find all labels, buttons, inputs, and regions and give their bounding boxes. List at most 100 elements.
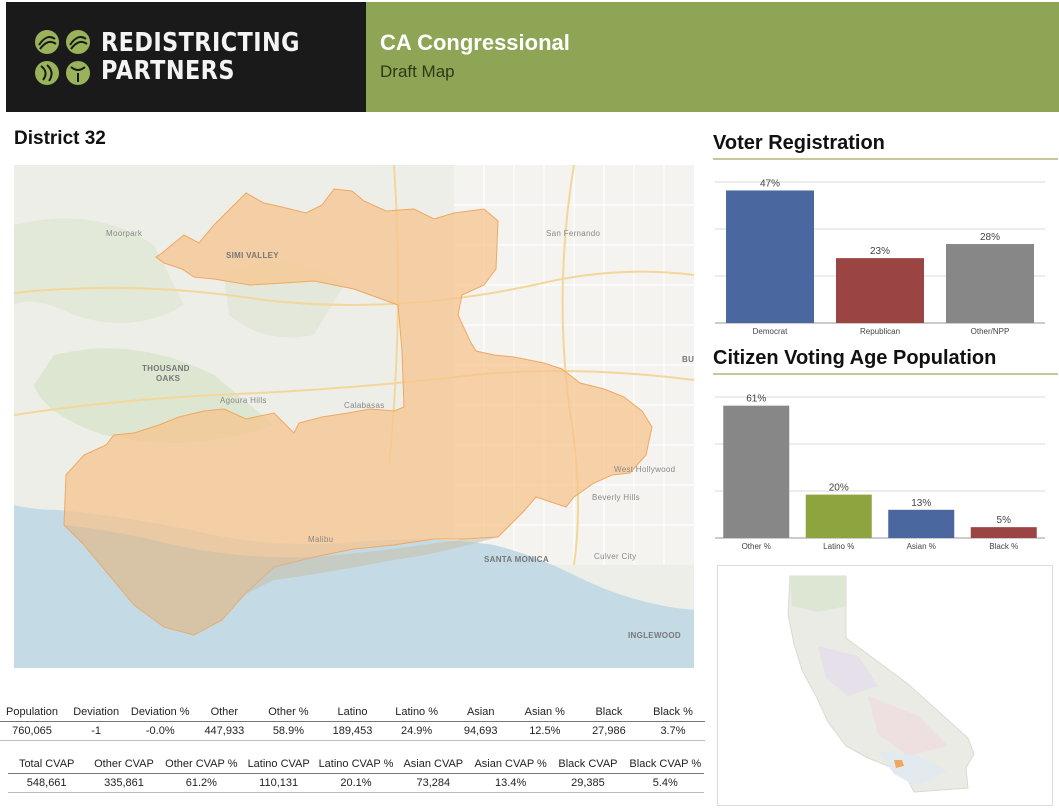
table-header-cell: Asian: [466, 706, 495, 718]
bar-other-npp: [946, 244, 1034, 323]
bar-democrat: [726, 190, 814, 323]
table-header-cell: Black CVAP %: [629, 758, 702, 770]
banner-title: CA Congressional: [380, 30, 570, 55]
bar-black: [970, 527, 1037, 538]
table-header-cell: Asian CVAP %: [474, 758, 547, 770]
map-label-san-fernando: San Fernando: [546, 229, 601, 238]
population-stats-header: Population Deviation Deviation % Other Other…: [0, 703, 705, 721]
table-cell: 447,933: [204, 725, 245, 737]
brand-line-2: PARTNERS: [101, 56, 235, 86]
x-tick-label: Other/NPP: [971, 327, 1010, 336]
x-tick-label: Asian %: [907, 542, 936, 551]
cvap-stats-table: Total CVAP Other CVAP Other CVAP % Latino C…: [8, 755, 704, 793]
cvap-stats-header: Total CVAP Other CVAP Other CVAP % Latino C…: [8, 755, 704, 773]
table-cell: 13.4%: [495, 777, 527, 789]
map-label-moorpark: Moorpark: [106, 229, 143, 238]
bar-republican: [836, 258, 924, 323]
bar-asian: [888, 509, 955, 538]
table-header-cell: Other %: [268, 706, 309, 718]
table-cell: 24.9%: [401, 725, 433, 737]
title-banner: CA Congressional Draft Map: [366, 2, 1059, 112]
map-label-inglewood: INGLEWOOD: [628, 631, 681, 640]
table-cell: -1: [91, 725, 102, 737]
table-cell: -0.0%: [145, 725, 175, 737]
california-outline: [787, 575, 975, 793]
table-header-cell: Population: [6, 706, 59, 718]
table-header-cell: Black: [595, 706, 623, 718]
table-cell: 548,661: [26, 777, 67, 789]
map-label-simi-valley: SIMI VALLEY: [226, 251, 279, 260]
voter-registration-rule: [713, 158, 1058, 160]
table-header-cell: Asian %: [524, 706, 565, 718]
bar-value-label: 23%: [870, 246, 890, 257]
brand-block: REDISTRICTING PARTNERS: [6, 2, 366, 112]
x-tick-label: Latino %: [823, 542, 854, 551]
voter-registration-chart: 47% Democrat 23% Republican 28% Other/NPP: [713, 168, 1058, 340]
table-cell: 58.9%: [272, 725, 305, 737]
map-label-west-hollywood: West Hollywood: [614, 465, 676, 474]
brand-line-1: REDISTRICTING: [101, 28, 300, 58]
map-canvas: [14, 165, 694, 668]
cvap-title: Citizen Voting Age Population: [713, 347, 997, 369]
table-header-cell: Deviation: [73, 706, 120, 718]
table-cell: 189,453: [332, 725, 373, 737]
table-header-cell: Latino %: [395, 706, 439, 718]
bar-value-label: 61%: [746, 394, 766, 405]
bar-latino: [805, 494, 872, 538]
table-header-cell: Latino CVAP: [247, 758, 310, 770]
table-header-cell: Total CVAP: [18, 758, 75, 770]
table-cell: 20.1%: [340, 777, 372, 789]
cvap-stats-values: 548,661 335,861 61.2% 110,131 20.1% 73,284 13.…: [8, 773, 704, 793]
district-map[interactable]: Moorpark SIMI VALLEY San Fernando THOUSA…: [14, 165, 694, 668]
bar-value-label: 47%: [760, 178, 780, 189]
map-label-agoura-hills: Agoura Hills: [220, 396, 267, 405]
table-cell: 335,861: [104, 777, 144, 789]
table-header-cell: Other CVAP: [94, 758, 154, 770]
bar-other: [723, 405, 790, 538]
map-label-santa-monica: SANTA MONICA: [484, 555, 549, 564]
banner-subtitle: Draft Map: [380, 62, 455, 81]
table-cell: 110,131: [259, 777, 299, 789]
table-header-cell: Black CVAP: [558, 758, 618, 770]
map-label-culver-city: Culver City: [594, 552, 637, 561]
table-header-cell: Asian CVAP: [403, 758, 464, 770]
population-stats-table: Population Deviation Deviation % Other Other…: [0, 703, 705, 741]
bar-value-label: 28%: [980, 232, 1000, 243]
table-cell: 73,284: [416, 777, 451, 789]
x-tick-label: Black %: [989, 542, 1018, 551]
table-header-cell: Latino: [337, 706, 368, 718]
x-tick-label: Democrat: [753, 327, 788, 336]
bar-value-label: 20%: [829, 483, 849, 494]
table-header-cell: Black %: [653, 706, 693, 718]
header: REDISTRICTING PARTNERS CA Congressional …: [6, 2, 1059, 112]
cvap-rule: [713, 373, 1058, 375]
logo-icon: [34, 29, 91, 86]
bar-value-label: 5%: [997, 515, 1012, 526]
table-cell: 94,693: [463, 725, 498, 737]
table-header-cell: Latino CVAP %: [318, 758, 394, 770]
x-tick-label: Other %: [742, 542, 771, 551]
district-title: District 32: [14, 128, 106, 149]
table-header-cell: Other CVAP %: [165, 758, 238, 770]
map-label-beverly-hills: Beverly Hills: [592, 493, 640, 502]
x-tick-label: Republican: [860, 327, 900, 336]
table-cell: 760,065: [12, 725, 52, 737]
table-cell: 12.5%: [529, 725, 561, 737]
table-header-cell: Other: [210, 706, 239, 718]
table-cell: 27,986: [592, 725, 626, 737]
table-cell: 29,385: [571, 777, 605, 789]
map-label-calabasas: Calabasas: [344, 401, 385, 410]
table-header-cell: Deviation %: [130, 706, 190, 718]
table-cell: 5.4%: [652, 777, 678, 789]
table-cell: 3.7%: [660, 725, 686, 737]
map-label-malibu: Malibu: [308, 535, 334, 544]
map-label-oaks: OAKS: [156, 374, 181, 383]
california-inset-map[interactable]: [717, 565, 1053, 806]
bar-value-label: 13%: [911, 498, 931, 509]
map-label-bu: BU: [682, 355, 694, 364]
brand-name: REDISTRICTING PARTNERS: [101, 29, 300, 85]
population-stats-values: 760,065 -1 -0.0% 447,933 58.9% 189,453 24.9% 94…: [0, 721, 705, 741]
cvap-chart: 61% Other % 20% Latino % 13% Asian % 5% Black %: [713, 383, 1058, 555]
table-cell: 61.2%: [185, 777, 217, 789]
map-label-thousand: THOUSAND: [142, 364, 190, 373]
